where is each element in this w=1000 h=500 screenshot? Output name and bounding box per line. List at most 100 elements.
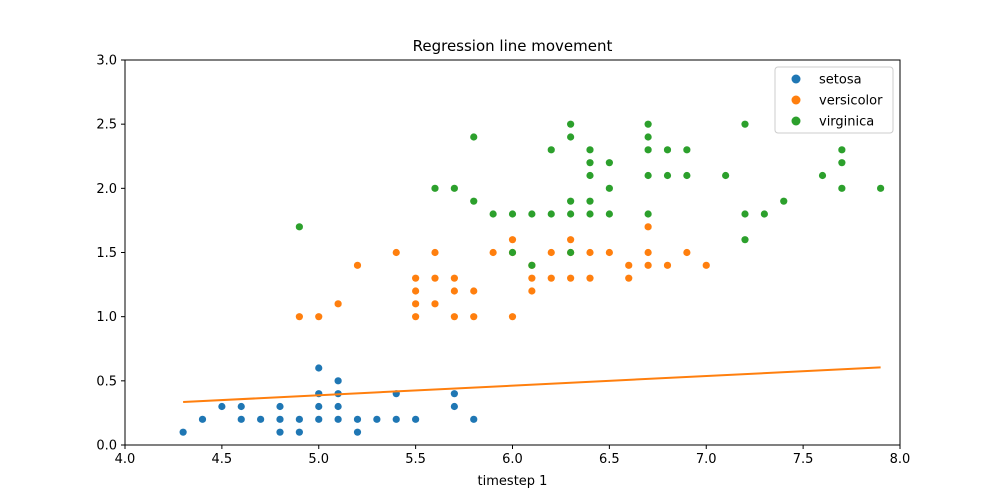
- point-versicolor: [625, 274, 633, 282]
- point-versicolor: [547, 274, 555, 282]
- y-tick-label: 3.0: [96, 54, 117, 69]
- legend-marker-versicolor: [791, 95, 801, 105]
- point-versicolor: [625, 261, 633, 269]
- point-versicolor: [470, 313, 478, 321]
- point-versicolor: [508, 236, 517, 244]
- x-tick-label: 6.0: [502, 452, 523, 467]
- legend-box: [774, 66, 894, 134]
- point-setosa: [392, 415, 400, 423]
- point-versicolor: [605, 248, 613, 257]
- point-setosa: [198, 415, 207, 423]
- point-setosa: [295, 415, 303, 423]
- point-setosa: [315, 364, 323, 372]
- point-versicolor: [450, 287, 458, 295]
- point-setosa: [315, 402, 323, 411]
- legend-label-setosa: setosa: [819, 73, 862, 88]
- point-versicolor: [431, 248, 439, 257]
- point-virginica: [586, 197, 594, 205]
- point-virginica: [586, 159, 594, 167]
- legend-label-versicolor: versicolor: [819, 94, 883, 109]
- point-virginica: [605, 184, 613, 192]
- point-virginica: [508, 210, 517, 218]
- point-versicolor: [683, 248, 691, 257]
- point-setosa: [276, 415, 284, 423]
- point-setosa: [257, 415, 265, 423]
- point-setosa: [179, 428, 187, 436]
- point-setosa: [353, 428, 362, 436]
- point-setosa: [276, 428, 284, 436]
- legend-marker-virginica: [791, 116, 801, 126]
- x-tick-label: 5.5: [405, 452, 426, 467]
- point-virginica: [780, 197, 788, 205]
- point-virginica: [760, 210, 768, 218]
- point-virginica: [644, 171, 652, 180]
- y-tick-label: 2.5: [96, 118, 117, 133]
- point-versicolor: [412, 274, 420, 282]
- point-versicolor: [412, 287, 420, 295]
- point-virginica: [741, 120, 749, 128]
- point-setosa: [295, 428, 303, 436]
- point-virginica: [605, 210, 613, 218]
- point-virginica: [838, 159, 846, 167]
- point-virginica: [547, 210, 555, 218]
- y-tick-label: 2.0: [96, 182, 117, 197]
- point-virginica: [644, 146, 652, 154]
- point-virginica: [838, 184, 846, 192]
- point-versicolor: [353, 261, 362, 269]
- point-virginica: [431, 184, 439, 192]
- point-setosa: [237, 415, 245, 423]
- point-versicolor: [450, 313, 458, 321]
- point-versicolor: [586, 248, 594, 257]
- point-versicolor: [489, 248, 497, 257]
- legend-label-virginica: virginica: [819, 115, 874, 130]
- regression-line: [183, 366, 881, 404]
- point-virginica: [644, 120, 652, 128]
- point-virginica: [470, 197, 478, 205]
- x-axis-ticks: 4.0 4.5 5.0 5.5 6.0 6.5 7.0 7.5 8.0: [115, 445, 910, 467]
- point-setosa: [218, 402, 226, 411]
- point-virginica: [663, 171, 672, 180]
- point-versicolor: [431, 300, 439, 308]
- point-versicolor: [644, 223, 652, 231]
- point-versicolor: [528, 274, 536, 282]
- x-axis-label: timestep 1: [478, 474, 548, 489]
- point-setosa: [334, 415, 342, 423]
- point-virginica: [508, 248, 517, 257]
- point-setosa: [237, 402, 245, 411]
- x-tick-label: 7.0: [696, 452, 717, 467]
- point-virginica: [295, 223, 303, 231]
- x-tick-label: 4.0: [115, 452, 136, 467]
- point-virginica: [567, 197, 575, 205]
- point-virginica: [683, 171, 691, 180]
- y-tick-label: 0.0: [96, 439, 117, 454]
- point-versicolor: [644, 261, 652, 269]
- x-tick-label: 7.5: [793, 452, 814, 467]
- point-virginica: [605, 159, 613, 167]
- point-setosa: [373, 415, 381, 423]
- point-setosa: [276, 402, 284, 411]
- point-virginica: [528, 210, 536, 218]
- point-setosa: [450, 390, 458, 398]
- point-virginica: [683, 146, 691, 154]
- x-tick-label: 4.5: [212, 452, 233, 467]
- point-setosa: [334, 377, 342, 385]
- point-versicolor: [450, 274, 458, 282]
- point-versicolor: [547, 248, 555, 257]
- point-versicolor: [586, 274, 594, 282]
- point-versicolor: [392, 248, 400, 257]
- regression-line-layer: [183, 366, 881, 404]
- point-versicolor: [567, 236, 575, 244]
- point-versicolor: [528, 287, 536, 295]
- point-versicolor: [567, 274, 575, 282]
- point-setosa: [470, 415, 478, 423]
- y-tick-label: 0.5: [96, 374, 117, 389]
- point-versicolor: [644, 248, 652, 257]
- point-virginica: [663, 146, 672, 154]
- point-versicolor: [470, 287, 478, 295]
- point-virginica: [838, 146, 846, 154]
- point-virginica: [567, 120, 575, 128]
- points-layer: [179, 120, 885, 436]
- point-versicolor: [295, 313, 303, 321]
- point-versicolor: [412, 313, 420, 321]
